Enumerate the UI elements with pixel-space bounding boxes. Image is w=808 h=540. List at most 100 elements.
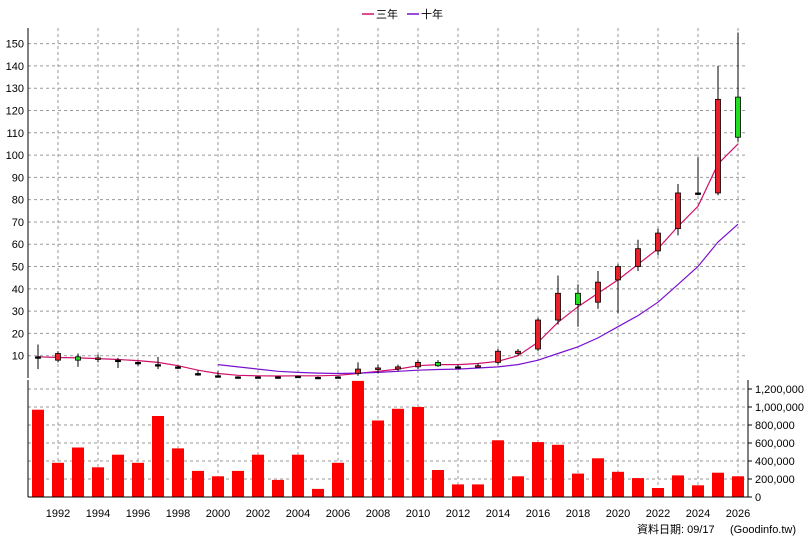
- volume-bar: [312, 488, 324, 497]
- volume-bar: [172, 448, 184, 497]
- candle-body: [655, 232, 661, 252]
- candle-body: [635, 248, 641, 267]
- volume-bars: [32, 380, 744, 497]
- year-tick-label: 1998: [166, 508, 190, 520]
- candle-body: [215, 375, 221, 378]
- legend: 三年 十年: [362, 7, 443, 21]
- volume-bar: [52, 462, 64, 497]
- volume-tick-label: 400,000: [755, 456, 795, 468]
- ma10-line: [217, 223, 739, 375]
- candle-body: [695, 192, 701, 195]
- volume-bar: [732, 476, 744, 497]
- price-tick-label: 20: [12, 328, 24, 340]
- volume-bar: [132, 462, 144, 497]
- volume-bar: [392, 408, 404, 497]
- candle-body: [395, 366, 401, 370]
- volume-bar: [712, 472, 724, 497]
- candlesticks: [35, 32, 741, 380]
- year-tick-label: 2024: [686, 508, 710, 520]
- volume-tick-label: 200,000: [755, 474, 795, 486]
- candle-body: [415, 361, 421, 368]
- year-tick-label: 2000: [206, 508, 230, 520]
- candle-body: [435, 361, 441, 367]
- volume-bar: [652, 488, 664, 497]
- volume-axis: 0 200,000 400,000 600,000 800,000 1,000,000 1,…: [748, 384, 804, 504]
- candle-body: [555, 292, 561, 321]
- candle-body: [495, 350, 501, 363]
- candle-body: [95, 357, 101, 360]
- year-axis: 1992 1994 1996 1998 2000 2002 2004 2006 2008 2010…: [46, 508, 750, 520]
- volume-bar: [252, 454, 264, 497]
- candle-body: [195, 373, 201, 376]
- volume-bar: [632, 478, 644, 497]
- volume-tick-label: 0: [755, 492, 761, 504]
- price-tick-label: 40: [12, 284, 24, 296]
- volume-bar: [672, 475, 684, 497]
- volume-tick-label: 1,000,000: [755, 402, 804, 414]
- candle-body: [155, 364, 161, 367]
- candle-body: [175, 366, 181, 369]
- volume-bar: [692, 485, 704, 497]
- price-tick-label: 30: [12, 306, 24, 318]
- candle-body: [135, 361, 141, 365]
- candle-body: [275, 376, 281, 379]
- volume-bar: [72, 447, 84, 497]
- volume-tick-label: 1,200,000: [755, 384, 804, 396]
- volume-bar: [572, 473, 584, 497]
- volume-bar: [372, 420, 384, 497]
- volume-bar: [412, 407, 424, 497]
- candle-body: [455, 366, 461, 369]
- volume-bar: [472, 484, 484, 497]
- candle-body: [575, 292, 581, 305]
- volume-bar: [352, 380, 364, 497]
- price-tick-label: 50: [12, 262, 24, 274]
- year-tick-label: 2018: [566, 508, 590, 520]
- price-tick-label: 90: [12, 172, 24, 184]
- grid: [28, 28, 748, 497]
- year-tick-label: 2002: [246, 508, 270, 520]
- legend-ma3-label: 三年: [376, 7, 398, 21]
- volume-bar: [92, 467, 104, 497]
- year-tick-label: 2010: [406, 508, 430, 520]
- price-tick-label: 70: [12, 217, 24, 229]
- volume-bar: [112, 454, 124, 497]
- price-tick-label: 60: [12, 239, 24, 251]
- volume-bar: [232, 470, 244, 497]
- candle-body: [615, 266, 621, 281]
- candle-body: [355, 368, 361, 374]
- volume-tick-label: 800,000: [755, 420, 795, 432]
- volume-bar: [612, 471, 624, 497]
- volume-bar: [192, 470, 204, 497]
- candle-body: [115, 359, 121, 363]
- year-tick-label: 1994: [86, 508, 110, 520]
- year-tick-label: 2014: [486, 508, 510, 520]
- year-tick-label: 2008: [366, 508, 390, 520]
- ma3-line: [37, 143, 739, 377]
- footer-date: 資料日期: 09/17: [637, 522, 715, 536]
- volume-bar: [432, 470, 444, 497]
- candle-body: [735, 96, 741, 138]
- volume-bar: [592, 458, 604, 497]
- candle-body: [335, 376, 341, 379]
- volume-bar: [152, 416, 164, 497]
- price-tick-label: 150: [6, 39, 24, 51]
- candle-body: [75, 356, 81, 361]
- volume-bar: [512, 476, 524, 497]
- plot-frames: [27, 28, 749, 498]
- year-tick-label: 2026: [726, 508, 750, 520]
- price-tick-label: 130: [6, 83, 24, 95]
- candle-body: [595, 281, 601, 303]
- price-tick-label: 120: [6, 105, 24, 117]
- volume-bar: [32, 409, 44, 497]
- volume-bar: [272, 479, 284, 497]
- year-tick-label: 2012: [446, 508, 470, 520]
- candle-body: [675, 192, 681, 230]
- year-tick-label: 2016: [526, 508, 550, 520]
- price-tick-label: 140: [6, 61, 24, 73]
- volume-bar: [532, 442, 544, 497]
- price-tick-label: 110: [6, 128, 24, 140]
- candle-body: [55, 353, 61, 361]
- candle-body: [515, 350, 521, 354]
- moving-average-lines: [37, 143, 739, 377]
- candle-body: [295, 375, 301, 379]
